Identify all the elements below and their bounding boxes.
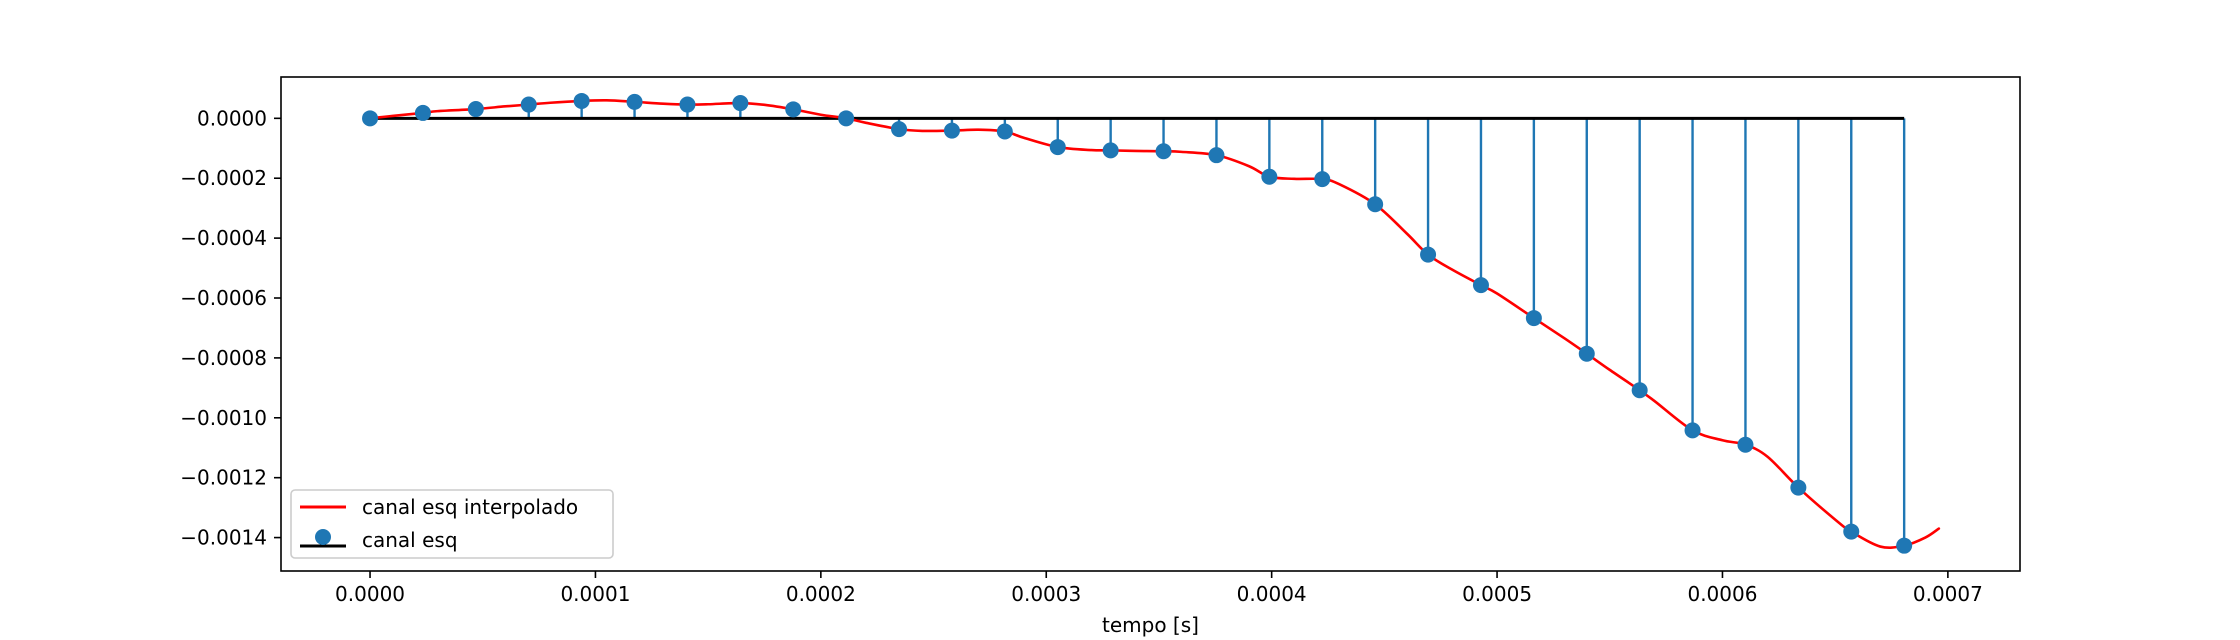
- legend-box: [290, 489, 614, 559]
- x-axis: 0.0000 0.0001 0.0002 0.0003 0.0004 0.0005 0.00…: [335, 571, 1983, 606]
- stem-marker: [785, 101, 802, 118]
- stem-marker: [1525, 310, 1542, 327]
- legend: canal esq interpolado canal esq: [290, 489, 614, 559]
- x-tick-label: 0.0006: [1687, 582, 1757, 606]
- x-axis-label: tempo [s]: [1102, 613, 1199, 637]
- stem-marker: [520, 96, 537, 113]
- stem-marker: [838, 110, 855, 127]
- stem-marker: [1367, 196, 1384, 213]
- y-tick-label: −0.0002: [180, 166, 267, 190]
- stem-markers: [362, 92, 1913, 554]
- stem-marker: [1896, 537, 1913, 554]
- stem-marker: [1314, 171, 1331, 188]
- y-axis: 0.0000 −0.0002 −0.0004 −0.0006 −0.0008 −0.001…: [180, 106, 281, 550]
- stem-marker: [996, 123, 1013, 140]
- stem-marker: [1684, 422, 1701, 439]
- y-tick-label: −0.0004: [180, 226, 267, 250]
- stem-marker: [1208, 147, 1225, 164]
- x-tick-label: 0.0004: [1237, 582, 1307, 606]
- stem-marker: [362, 110, 379, 127]
- stem-marker: [1578, 345, 1595, 362]
- stem-marker: [1472, 277, 1489, 294]
- legend-label-canal-esq: canal esq: [362, 528, 458, 552]
- stem-marker: [1737, 436, 1754, 453]
- y-tick-label: 0.0000: [197, 106, 267, 130]
- stem-marker: [1631, 382, 1648, 399]
- stem-marker: [414, 104, 431, 121]
- stem-marker: [573, 92, 590, 109]
- x-tick-label: 0.0001: [560, 582, 630, 606]
- stem-marker: [1790, 479, 1807, 496]
- x-tick-label: 0.0002: [786, 582, 856, 606]
- stem-marker: [1420, 246, 1437, 263]
- stem-marker: [1155, 143, 1172, 160]
- stem-marker: [732, 95, 749, 112]
- y-tick-label: −0.0008: [180, 346, 267, 370]
- stem-marker: [1261, 168, 1278, 185]
- stem-marker: [1049, 139, 1066, 156]
- x-tick-label: 0.0005: [1462, 582, 1532, 606]
- stem-marker: [1843, 523, 1860, 540]
- stem-marker: [679, 96, 696, 113]
- y-tick-label: −0.0010: [180, 406, 267, 430]
- stem-marker: [1102, 142, 1119, 159]
- stem-marker: [891, 121, 908, 138]
- stem-marker: [943, 122, 960, 139]
- x-tick-label: 0.0003: [1011, 582, 1081, 606]
- plot-frame: [280, 76, 2021, 572]
- stem-marker: [467, 101, 484, 118]
- legend-marker-swatch: [315, 529, 331, 545]
- y-tick-label: −0.0006: [180, 286, 267, 310]
- y-tick-label: −0.0012: [180, 466, 267, 490]
- x-tick-label: 0.0000: [335, 582, 405, 606]
- stem-marker: [626, 93, 643, 110]
- y-tick-label: −0.0014: [180, 526, 267, 550]
- x-tick-label: 0.0007: [1913, 582, 1983, 606]
- legend-label-interpolado: canal esq interpolado: [362, 495, 578, 519]
